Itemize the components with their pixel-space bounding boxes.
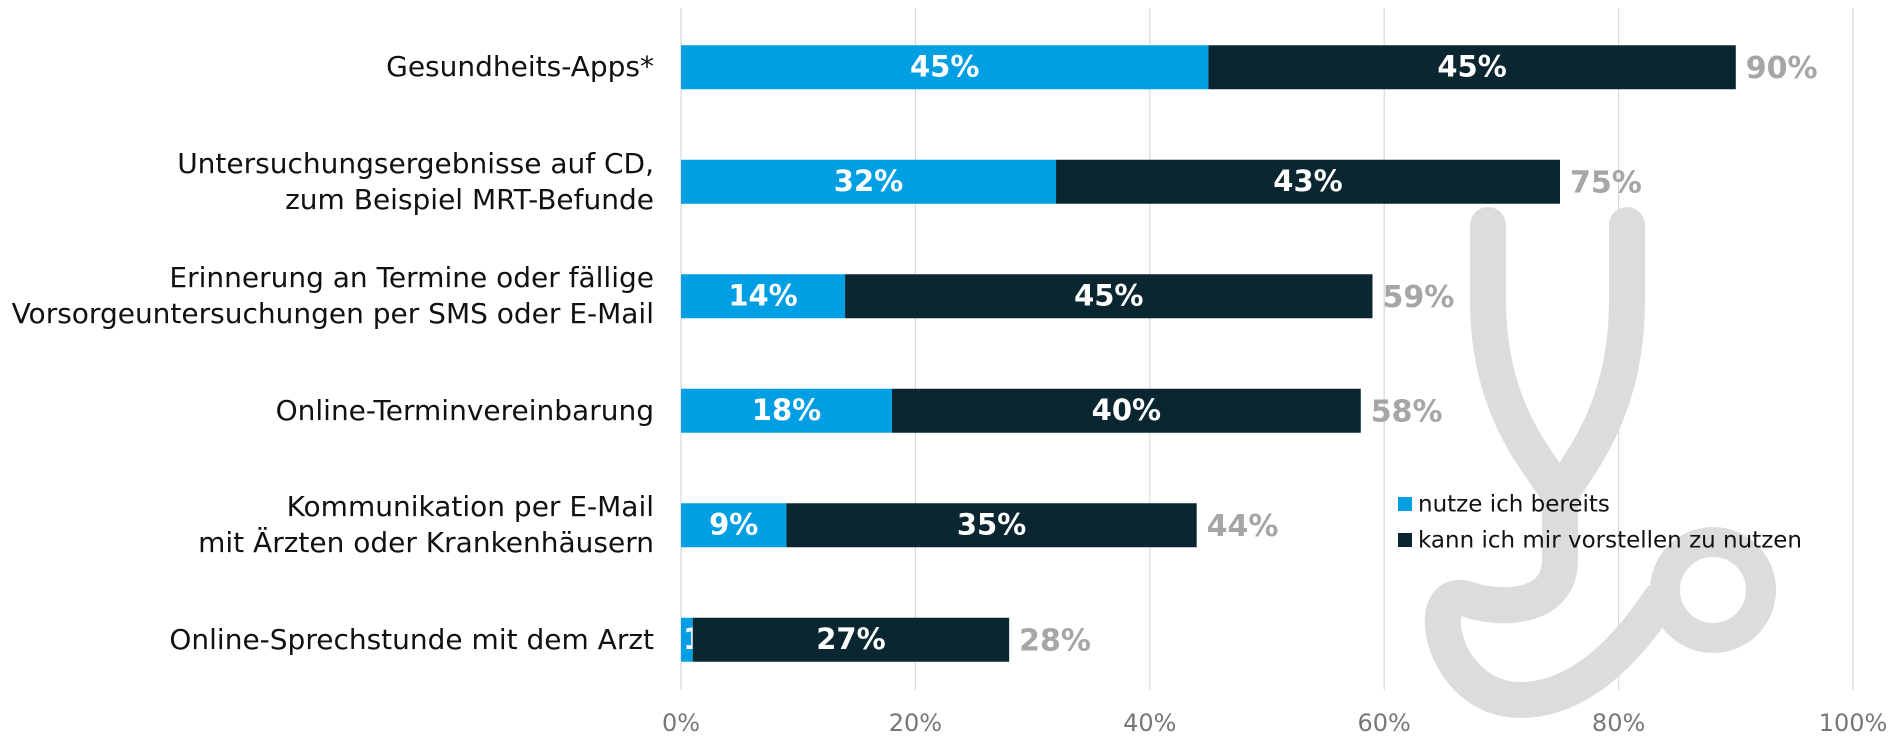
- x-tick-label: 40%: [1123, 709, 1176, 737]
- bar-segment: [692, 617, 1010, 662]
- bars: 45% 45% 90% 32% 43% 75% 14% 45% 59% 18% 40% 58% 9% 35…: [681, 45, 1818, 662]
- bar-value-label: 35%: [957, 507, 1026, 541]
- bar-segment: [681, 45, 1209, 90]
- total-label: 58%: [1371, 394, 1443, 429]
- total-label: 59%: [1382, 280, 1454, 315]
- category-label: Online-Sprechstunde mit dem Arzt: [169, 622, 654, 656]
- x-tick-label: 60%: [1358, 709, 1411, 737]
- legend-swatch: [1398, 497, 1412, 511]
- bar-segment: [681, 388, 892, 433]
- bar-value-label: 43%: [1273, 164, 1342, 198]
- category-label: Gesundheits-Apps*: [386, 50, 654, 84]
- bar-value-label: 32%: [834, 164, 903, 198]
- bar-segment: [681, 503, 787, 548]
- legend-swatch: [1398, 533, 1412, 547]
- category-label: Online-Terminvereinbarung: [275, 393, 654, 427]
- category-label: Untersuchungsergebnisse auf CD, zum Beis…: [177, 146, 654, 216]
- category-label: Kommunikation per E-Mail mit Ärzten oder…: [198, 490, 654, 560]
- bar-value-label: 45%: [910, 49, 979, 83]
- bar-segment: [681, 274, 846, 319]
- total-label: 90%: [1746, 51, 1818, 86]
- bar-value-label: 14%: [728, 278, 797, 312]
- legend-label: kann ich mir vorstellen zu nutzen: [1418, 528, 1802, 554]
- x-tick-label: 0%: [662, 709, 700, 737]
- bar-segment: [786, 503, 1197, 548]
- legend-label: nutze ich bereits: [1418, 492, 1610, 518]
- bar-segment: [891, 388, 1361, 433]
- bar-value-label: 40%: [1092, 393, 1161, 427]
- bar-value-label: 45%: [1437, 49, 1506, 83]
- bar-value-label: 45%: [1074, 278, 1143, 312]
- bar-value-label: 27%: [816, 622, 885, 656]
- bar-segment: [681, 617, 693, 662]
- bar-segment: [1056, 159, 1560, 204]
- bar-value-label: 18%: [752, 393, 821, 427]
- bar-segment: [681, 159, 1057, 204]
- x-tick-label: 100%: [1819, 709, 1888, 737]
- bar-value-label: 9%: [709, 507, 758, 541]
- x-tick-label: 20%: [889, 709, 942, 737]
- bar-segment: [1208, 45, 1736, 90]
- total-label: 44%: [1207, 509, 1279, 544]
- x-tick-label: 80%: [1592, 709, 1645, 737]
- bar-segment: [845, 274, 1373, 319]
- stethoscope-icon: [1424, 207, 1678, 719]
- total-label: 75%: [1570, 165, 1642, 200]
- category-label: Erinnerung an Termine oder fällige Vorso…: [11, 261, 654, 331]
- total-label: 28%: [1019, 623, 1091, 658]
- stethoscope-chest: [1650, 527, 1776, 653]
